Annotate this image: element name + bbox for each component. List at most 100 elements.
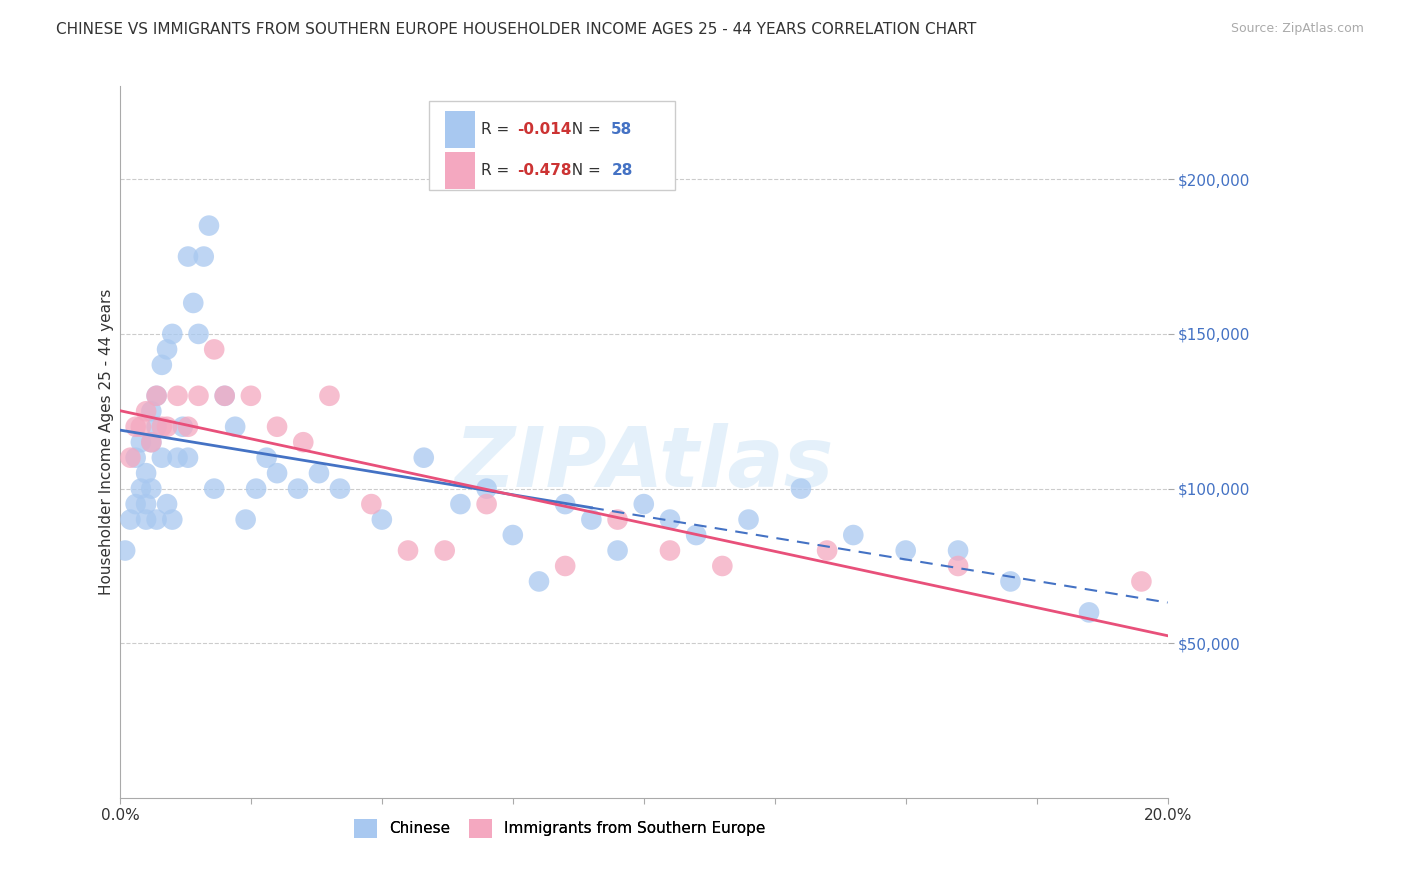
Text: R =: R = [481,163,515,178]
Text: N =: N = [562,122,606,137]
Point [177,450,200,465]
Point [245,482,267,496]
Point [842,528,865,542]
Text: Source: ZipAtlas.com: Source: ZipAtlas.com [1230,22,1364,36]
Point [946,559,969,574]
Point [581,512,603,526]
Point [396,543,419,558]
Point [202,482,225,496]
Point [193,250,215,264]
Point [256,450,278,465]
FancyBboxPatch shape [429,101,675,190]
Point [145,419,167,434]
Point [129,419,152,434]
Y-axis label: Householder Income Ages 25 - 44 years: Householder Income Ages 25 - 44 years [100,289,114,595]
Point [162,512,184,526]
Point [124,419,146,434]
Point [292,435,315,450]
Point [318,389,340,403]
Point [145,512,167,526]
Point [475,482,498,496]
Text: 28: 28 [612,163,633,178]
Point [166,389,188,403]
Point [449,497,471,511]
Point [150,358,173,372]
Point [198,219,221,233]
Point [141,482,163,496]
FancyBboxPatch shape [444,112,475,148]
Text: N =: N = [562,163,606,178]
Point [266,466,288,480]
Point [124,450,146,465]
Point [606,543,628,558]
Point [790,482,813,496]
Point [554,559,576,574]
Point [202,343,225,357]
Point [135,466,157,480]
Point [1000,574,1022,589]
Point [894,543,917,558]
Point [129,482,152,496]
Point [737,512,759,526]
Point [177,250,200,264]
Point [371,512,394,526]
Point [156,343,179,357]
Point [156,497,179,511]
Point [606,512,628,526]
Point [360,497,382,511]
Point [187,326,209,341]
Text: CHINESE VS IMMIGRANTS FROM SOUTHERN EUROPE HOUSEHOLDER INCOME AGES 25 - 44 YEARS: CHINESE VS IMMIGRANTS FROM SOUTHERN EURO… [56,22,977,37]
Point [711,559,734,574]
Point [266,419,288,434]
Point [124,497,146,511]
Point [150,419,173,434]
Point [239,389,262,403]
Point [658,512,681,526]
Point [129,435,152,450]
Point [177,419,200,434]
Point [658,543,681,558]
Point [120,450,142,465]
Point [329,482,352,496]
Legend: Chinese, Immigrants from Southern Europe: Chinese, Immigrants from Southern Europe [349,813,772,844]
Point [145,389,167,403]
Point [502,528,524,542]
Point [287,482,309,496]
Text: ZIPAtlas: ZIPAtlas [454,423,834,504]
Point [214,389,236,403]
Text: R =: R = [481,122,515,137]
Point [308,466,330,480]
Text: -0.014: -0.014 [517,122,571,137]
Point [135,497,157,511]
Point [114,543,136,558]
Point [181,296,204,310]
Point [141,435,163,450]
FancyBboxPatch shape [444,153,475,189]
Point [235,512,257,526]
Point [412,450,434,465]
Point [156,419,179,434]
Point [135,404,157,418]
Point [141,404,163,418]
Point [475,497,498,511]
Point [1130,574,1153,589]
Point [527,574,550,589]
Point [162,326,184,341]
Text: 58: 58 [612,122,633,137]
Point [433,543,456,558]
Point [946,543,969,558]
Point [145,389,167,403]
Point [685,528,707,542]
Point [224,419,246,434]
Text: -0.478: -0.478 [517,163,571,178]
Point [214,389,236,403]
Point [150,450,173,465]
Point [187,389,209,403]
Point [1078,606,1101,620]
Point [633,497,655,511]
Point [135,512,157,526]
Point [166,450,188,465]
Point [120,512,142,526]
Point [141,435,163,450]
Point [172,419,194,434]
